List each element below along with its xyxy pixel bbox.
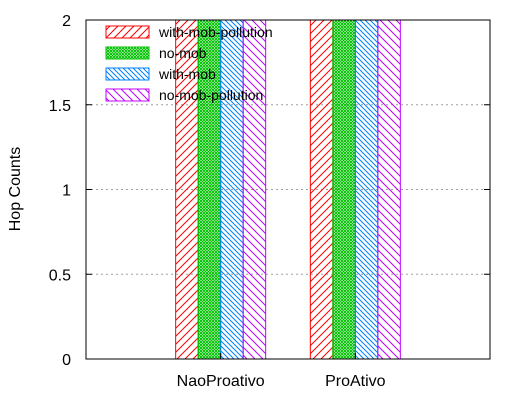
y-axis: 0 0.5 1 1.5 2 [49, 13, 490, 369]
legend-swatch-with-mob-pollution [105, 25, 150, 39]
legend-label-no-mob-pollution: no-mob-pollution [159, 87, 263, 103]
x-axis: NaoProativo ProAtivo [177, 353, 386, 390]
y-tick-label: 2 [62, 13, 71, 30]
legend-swatch-with-mob [105, 67, 150, 81]
legend-label-with-mob-pollution: with-mob-pollution [158, 24, 273, 40]
x-tick-label: ProAtivo [325, 373, 386, 390]
bar-with-mob-ProAtivo [354, 19, 379, 360]
legend: with-mob-pollution no-mob with-mob no-mob-p… [105, 24, 273, 103]
legend-swatch-no-mob-pollution [105, 88, 150, 102]
bar-with-mob-pollution-ProAtivo [309, 19, 334, 360]
bar-no-mob-pollution-ProAtivo [377, 19, 401, 360]
x-tick-label: NaoProativo [177, 373, 265, 390]
bar-with-mob-NaoProativo [220, 19, 244, 360]
legend-swatch-no-mob [105, 46, 150, 60]
y-tick-label: 1 [62, 183, 71, 200]
bar-no-mob-ProAtivo [332, 19, 356, 360]
y-tick-label: 0 [62, 352, 71, 369]
legend-label-no-mob: no-mob [159, 45, 207, 61]
gridlines [86, 104, 490, 275]
y-tick-label: 0.5 [49, 267, 71, 284]
bar-no-mob-pollution-NaoProativo [242, 19, 267, 360]
y-axis-label: Hop Counts [7, 147, 24, 232]
y-tick-label: 1.5 [49, 98, 71, 115]
legend-label-with-mob: with-mob [158, 66, 216, 82]
